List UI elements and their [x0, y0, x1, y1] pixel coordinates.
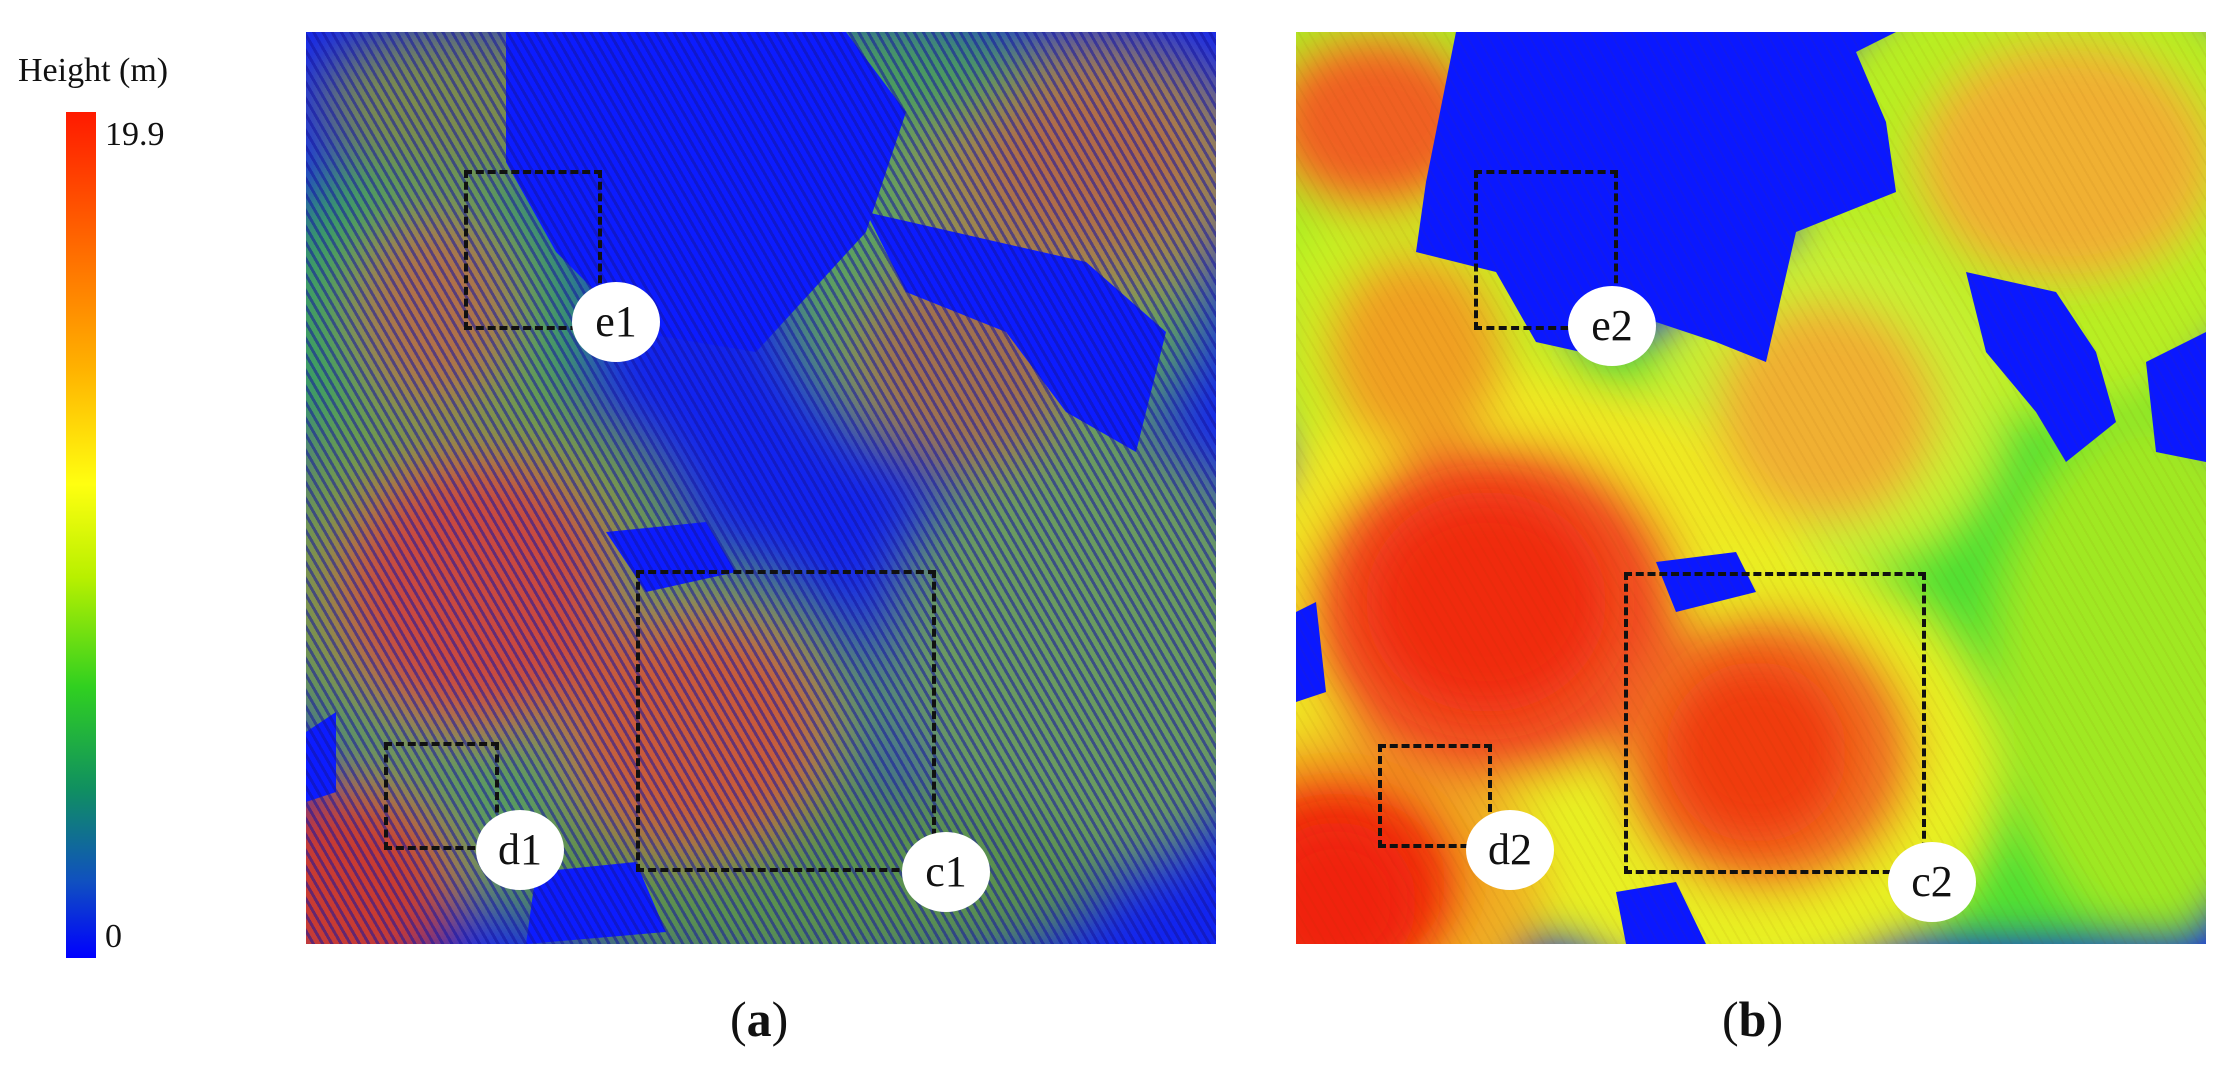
colorbar-max-label: 19.9 [105, 116, 165, 153]
colorbar-title: Height (m) [18, 52, 169, 89]
region-label-c1: c1 [902, 832, 990, 912]
region-box-d1 [384, 742, 499, 850]
canopy-texture [1296, 32, 2206, 944]
panel-a-point-cloud: e1 d1 c1 [306, 32, 1216, 944]
point-stripe-texture [306, 32, 1216, 944]
region-box-c1 [636, 570, 936, 872]
canopy-height-image [1296, 32, 2206, 944]
region-label-e2: e2 [1568, 286, 1656, 366]
caption-a-close: ) [771, 991, 789, 1047]
caption-b-close: ) [1766, 991, 1784, 1047]
region-box-d2 [1378, 744, 1492, 848]
region-label-c2: c2 [1888, 842, 1976, 922]
region-label-e1: e1 [572, 282, 660, 362]
caption-b-open: ( [1722, 991, 1739, 1047]
region-label-d2: d2 [1466, 810, 1554, 890]
colorbar-min-label: 0 [105, 918, 122, 955]
caption-a-open: ( [730, 991, 747, 1047]
panel-b-canopy-height-model: e2 d2 c2 [1296, 32, 2206, 944]
region-box-e1 [464, 170, 602, 330]
region-box-e2 [1474, 170, 1618, 330]
region-box-c2 [1624, 572, 1926, 874]
region-label-d1: d1 [476, 810, 564, 890]
caption-a-letter: a [746, 991, 772, 1047]
caption-b: (b) [1722, 990, 1783, 1048]
colorbar-gradient [66, 112, 96, 958]
caption-a: (a) [730, 990, 788, 1048]
caption-b-letter: b [1738, 991, 1767, 1047]
